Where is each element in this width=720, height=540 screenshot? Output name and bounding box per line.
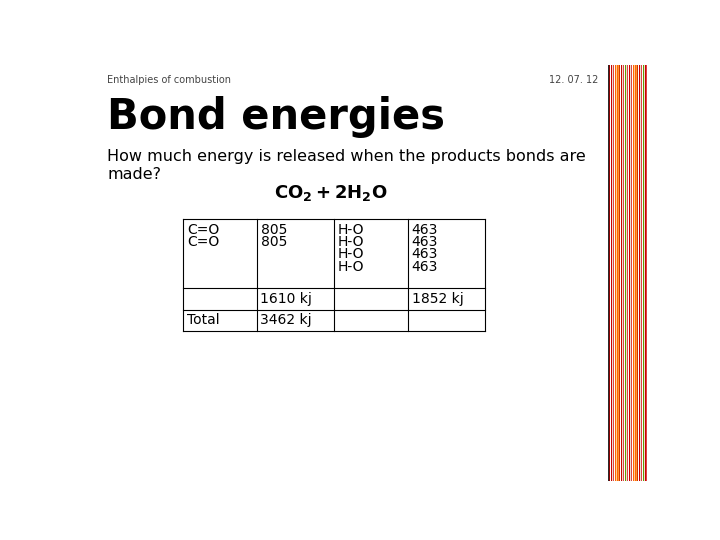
Text: 1852 kj: 1852 kj bbox=[412, 292, 464, 306]
Text: $\mathbf{CO_2 + 2H_2O}$: $\mathbf{CO_2 + 2H_2O}$ bbox=[274, 183, 387, 202]
Bar bbox=[627, 65, 628, 481]
Bar bbox=[623, 65, 624, 481]
Bar bbox=[626, 65, 627, 481]
Text: 3462 kj: 3462 kj bbox=[261, 313, 312, 327]
Bar bbox=[629, 65, 630, 481]
Bar bbox=[636, 65, 637, 481]
Bar bbox=[645, 65, 646, 481]
Bar bbox=[634, 65, 635, 481]
Text: C=O: C=O bbox=[187, 222, 219, 237]
Bar bbox=[630, 65, 631, 481]
Bar bbox=[633, 65, 634, 481]
Text: H-O: H-O bbox=[338, 247, 364, 261]
Bar bbox=[642, 65, 643, 481]
Bar bbox=[647, 65, 648, 481]
Bar bbox=[643, 65, 644, 481]
Text: 805: 805 bbox=[261, 235, 287, 249]
Bar bbox=[624, 65, 625, 481]
Bar bbox=[620, 65, 621, 481]
Bar bbox=[617, 65, 618, 481]
Text: 463: 463 bbox=[412, 222, 438, 237]
Text: 463: 463 bbox=[412, 260, 438, 274]
Bar bbox=[628, 65, 629, 481]
Bar bbox=[615, 65, 616, 481]
Bar bbox=[646, 65, 647, 481]
Bar bbox=[640, 65, 641, 481]
Text: H-O: H-O bbox=[338, 235, 364, 249]
Bar bbox=[632, 65, 633, 481]
Bar bbox=[613, 65, 615, 481]
Text: C=O: C=O bbox=[187, 235, 219, 249]
Text: 463: 463 bbox=[412, 247, 438, 261]
Bar bbox=[618, 65, 620, 481]
Text: How much energy is released when the products bonds are
made?: How much energy is released when the pro… bbox=[107, 150, 586, 182]
Bar bbox=[631, 65, 632, 481]
Text: 463: 463 bbox=[412, 235, 438, 249]
Bar bbox=[610, 65, 611, 481]
Text: 805: 805 bbox=[261, 222, 287, 237]
Text: H-O: H-O bbox=[338, 260, 364, 274]
Text: 12. 07. 12: 12. 07. 12 bbox=[549, 75, 598, 85]
Text: 1610 kj: 1610 kj bbox=[261, 292, 312, 306]
Text: Bond energies: Bond energies bbox=[107, 96, 445, 138]
Bar bbox=[611, 65, 612, 481]
Text: Total: Total bbox=[187, 313, 220, 327]
Bar bbox=[641, 65, 642, 481]
Text: Enthalpies of combustion: Enthalpies of combustion bbox=[107, 75, 231, 85]
Bar bbox=[616, 65, 617, 481]
Bar bbox=[622, 65, 623, 481]
Bar bbox=[637, 65, 638, 481]
Bar bbox=[638, 65, 639, 481]
Bar bbox=[639, 65, 640, 481]
Bar bbox=[608, 65, 610, 481]
Text: H-O: H-O bbox=[338, 222, 364, 237]
Bar bbox=[625, 65, 626, 481]
Bar bbox=[635, 65, 636, 481]
Bar bbox=[644, 65, 645, 481]
Bar bbox=[621, 65, 622, 481]
Bar bbox=[612, 65, 613, 481]
